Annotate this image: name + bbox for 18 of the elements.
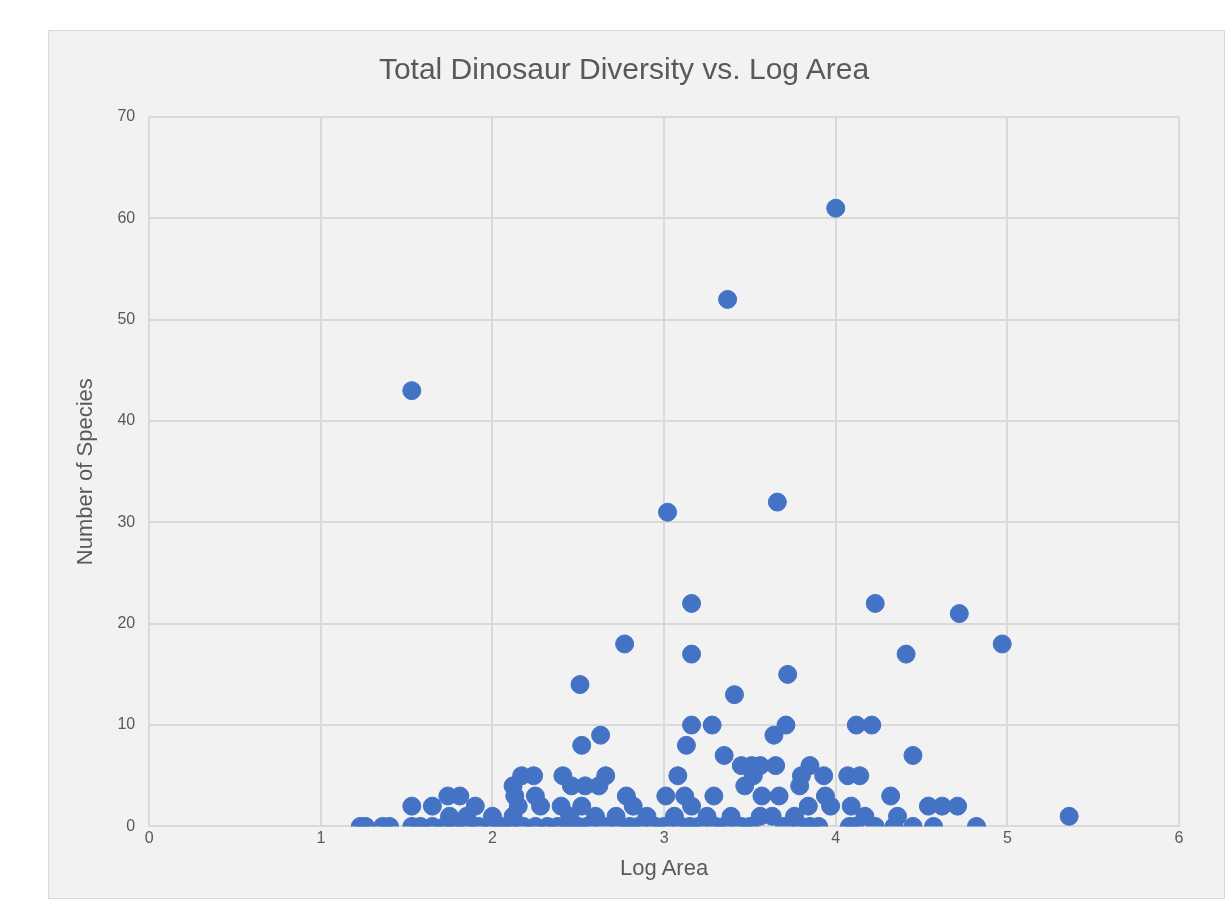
y-tick-label: 40 [117,411,136,429]
x-tick-label: 3 [659,829,669,847]
y-tick-label: 10 [117,715,136,733]
x-tick-label: 2 [488,829,498,847]
y-tick-label: 0 [126,816,136,834]
x-tick-label: 5 [1002,829,1012,847]
y-axis-title: Number of Species [72,378,98,566]
x-axis-title: Log Area [620,854,709,880]
y-tick-label: 70 [117,107,136,125]
x-tick-label: 6 [1174,829,1184,847]
x-tick-label: 0 [144,829,154,847]
y-tick-label: 60 [117,208,136,226]
y-tick-label: 30 [117,512,136,530]
chart-title: Total Dinosaur Diversity vs. Log Area [378,52,870,86]
y-tick-label: 50 [117,310,136,328]
x-tick-label: 4 [831,829,841,847]
x-tick-label: 1 [316,829,326,847]
y-tick-label: 20 [117,614,136,632]
